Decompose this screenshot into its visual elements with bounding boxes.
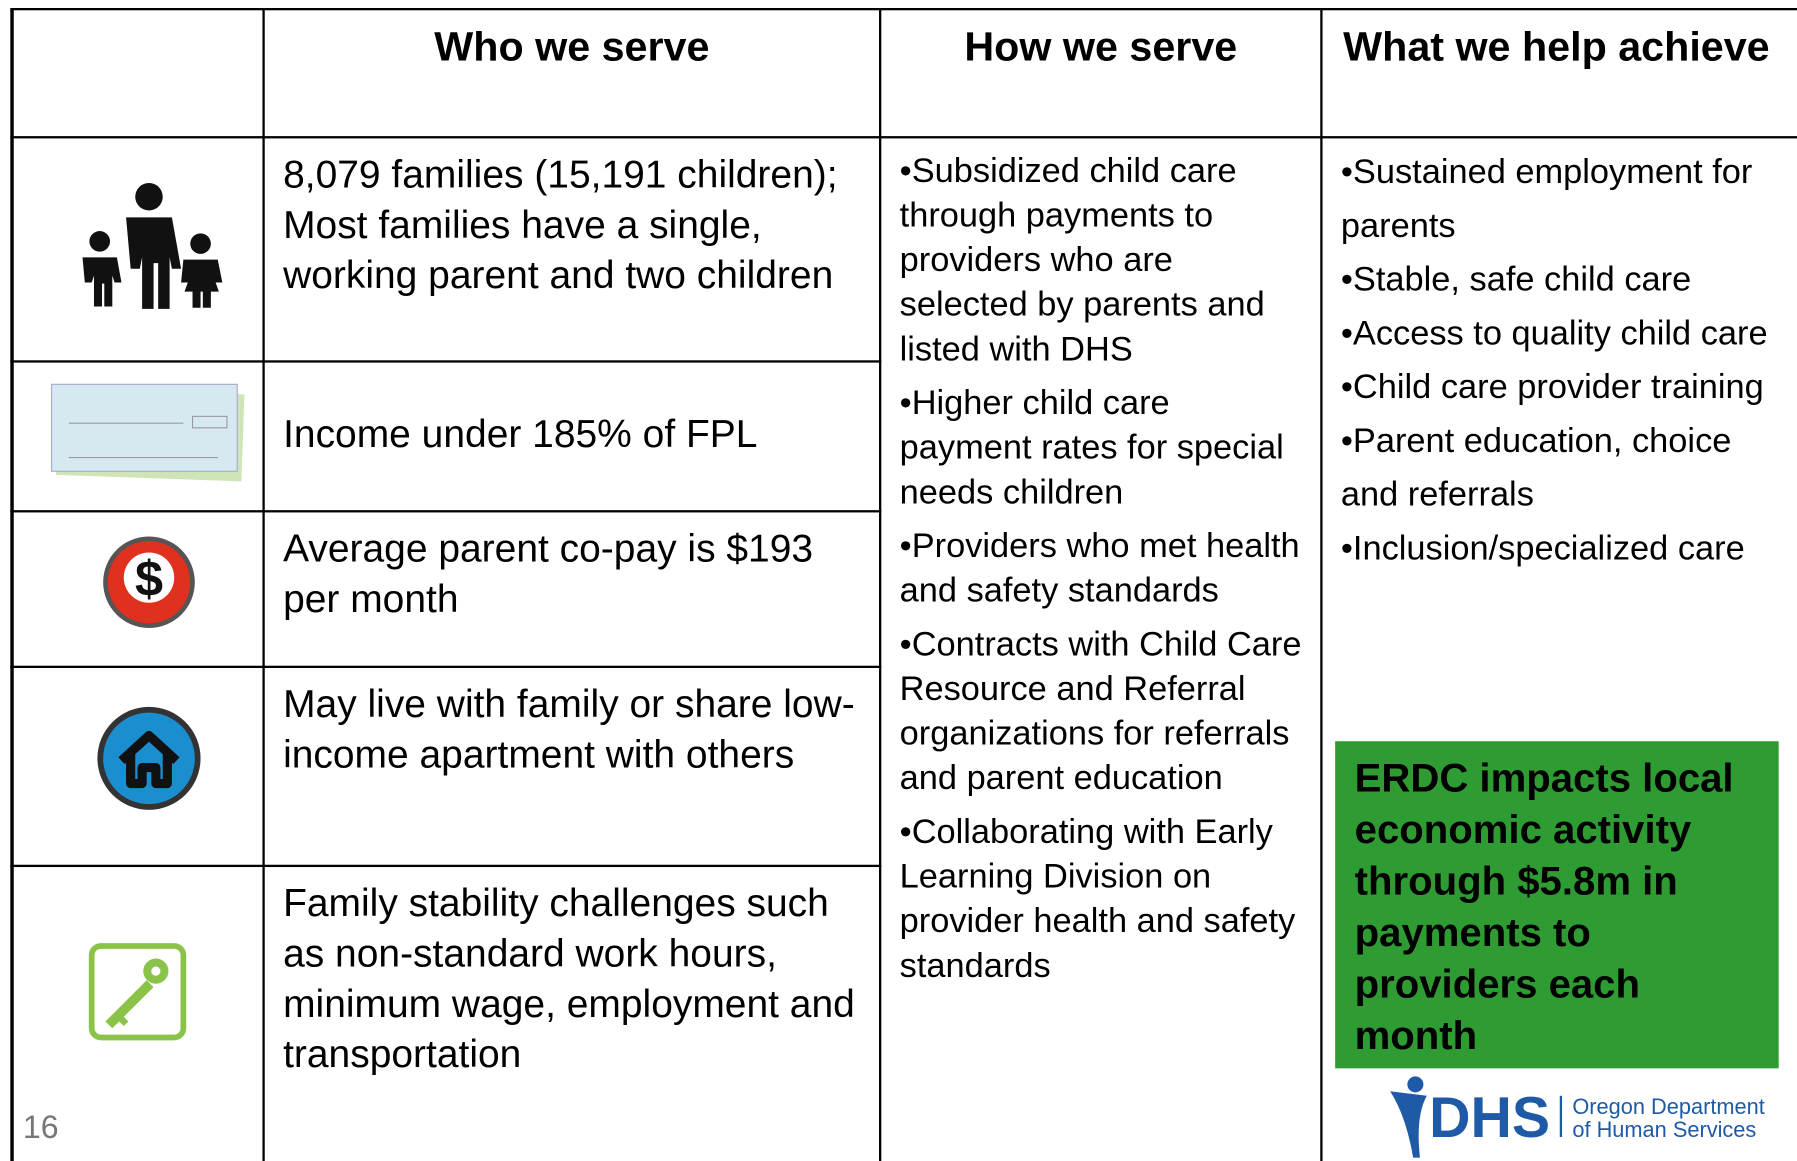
logo-text: of Human Services: [1572, 1117, 1756, 1142]
dollar-icon: $: [103, 536, 195, 628]
bullet-item: Child care provider training: [1341, 360, 1776, 414]
border: [10, 136, 1797, 139]
bullet-item: Higher child care payment rates for spec…: [900, 381, 1307, 515]
border: [10, 510, 882, 513]
border: [10, 9, 14, 1161]
check-icon: [50, 383, 245, 482]
home-icon: [97, 706, 201, 810]
highlight-box: ERDC impacts local economic activity thr…: [1335, 741, 1779, 1069]
highlight-text: ERDC impacts local economic activity thr…: [1354, 756, 1734, 1059]
border: [879, 9, 882, 1161]
row-text: Family stability challenges such as non-…: [283, 881, 855, 1077]
row-text: 8,079 families (15,191 children); Most f…: [283, 153, 838, 298]
row-text: May live with family or share low-income…: [283, 682, 855, 777]
border: [262, 9, 265, 1161]
bullet-item: Providers who met health and safety stan…: [900, 524, 1307, 613]
bullet-item: Parent education, choice and referrals: [1341, 414, 1776, 522]
bullet-item: Subsidized child care through payments t…: [900, 149, 1307, 372]
logo: DHS Oregon Department of Human Services: [1390, 1076, 1765, 1158]
border: [10, 864, 882, 868]
how-list: Subsidized child care through payments t…: [900, 149, 1307, 998]
column-header: Who we serve: [434, 22, 710, 70]
border: [1320, 9, 1323, 1161]
bullet-item: Stable, safe child care: [1341, 253, 1776, 307]
achieve-list: Sustained employment for parentsStable, …: [1341, 145, 1776, 575]
bullet-item: Sustained employment for parents: [1341, 145, 1776, 253]
row-text: Income under 185% of FPL: [283, 412, 758, 457]
bullet-item: Contracts with Child Care Resource and R…: [900, 622, 1307, 800]
family-icon: [82, 183, 223, 309]
bullet-item: Access to quality child care: [1341, 307, 1776, 361]
page-number: 16: [22, 1109, 59, 1145]
logo-mark: DHS: [1429, 1086, 1550, 1150]
key-icon: [88, 943, 187, 1041]
border: [10, 8, 1797, 11]
column-header: What we help achieve: [1343, 22, 1770, 70]
svg-text:$: $: [135, 550, 163, 607]
border: [10, 665, 882, 669]
bullet-item: Collaborating with Early Learning Divisi…: [900, 810, 1307, 988]
row-text: Average parent co-pay is $193 per month: [283, 527, 814, 622]
bullet-item: Inclusion/specialized care: [1341, 522, 1776, 576]
border: [10, 360, 882, 363]
logo-text: Oregon Department: [1572, 1094, 1764, 1119]
column-header: How we serve: [964, 22, 1238, 70]
